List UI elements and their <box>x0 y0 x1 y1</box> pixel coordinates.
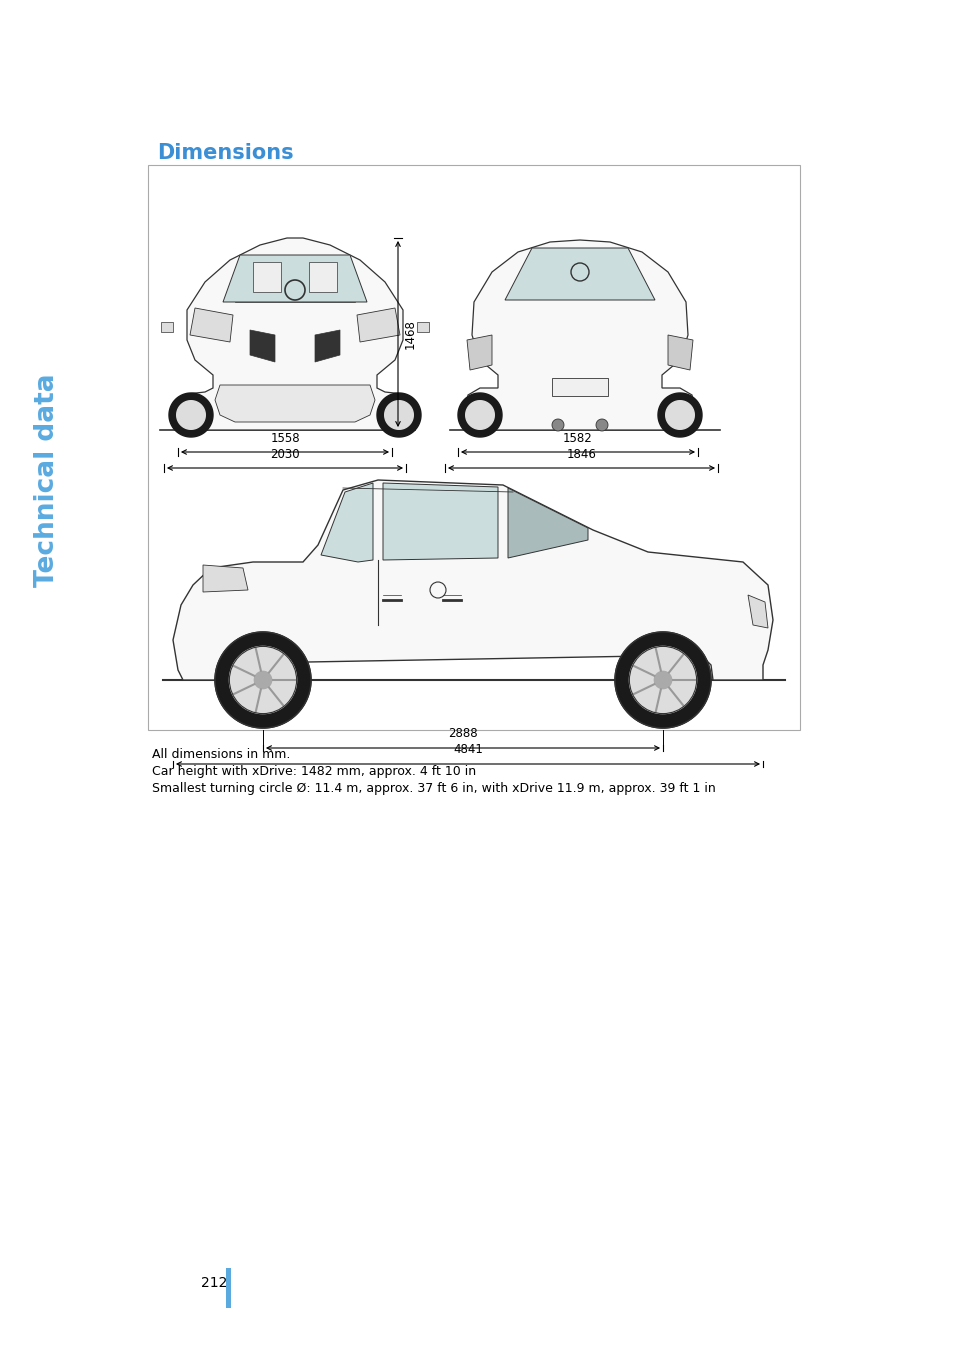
Text: 2888: 2888 <box>448 727 477 740</box>
Polygon shape <box>667 335 692 370</box>
Circle shape <box>552 419 563 431</box>
Polygon shape <box>384 401 413 430</box>
Polygon shape <box>177 238 413 430</box>
Bar <box>226 1269 231 1308</box>
Polygon shape <box>654 671 671 689</box>
Bar <box>161 322 172 332</box>
Text: 1558: 1558 <box>270 432 299 444</box>
Polygon shape <box>176 401 205 430</box>
Text: Car height with xDrive: 1482 mm, approx. 4 ft 10 in: Car height with xDrive: 1482 mm, approx.… <box>152 765 476 778</box>
Bar <box>253 262 281 292</box>
Polygon shape <box>214 385 375 422</box>
Polygon shape <box>665 401 694 430</box>
Text: 2030: 2030 <box>270 449 299 461</box>
Polygon shape <box>457 393 501 436</box>
Polygon shape <box>615 632 710 728</box>
Text: Technical data: Technical data <box>34 373 60 586</box>
Polygon shape <box>254 671 272 689</box>
Polygon shape <box>465 401 494 430</box>
Polygon shape <box>507 488 587 558</box>
Polygon shape <box>250 330 274 362</box>
Bar <box>148 165 800 730</box>
Polygon shape <box>467 335 492 370</box>
Bar <box>309 262 336 292</box>
Polygon shape <box>658 393 701 436</box>
Polygon shape <box>229 646 296 713</box>
Polygon shape <box>223 255 367 303</box>
Polygon shape <box>376 393 420 436</box>
Bar <box>416 322 429 332</box>
Polygon shape <box>169 393 213 436</box>
Text: 212: 212 <box>200 1275 227 1290</box>
Polygon shape <box>190 308 233 342</box>
Polygon shape <box>504 249 655 300</box>
Text: 1468: 1468 <box>403 319 416 349</box>
Text: Dimensions: Dimensions <box>157 143 294 163</box>
Polygon shape <box>172 480 772 680</box>
Polygon shape <box>382 484 497 561</box>
Text: 1846: 1846 <box>566 449 596 461</box>
Polygon shape <box>320 484 373 562</box>
Polygon shape <box>356 308 399 342</box>
Polygon shape <box>214 632 311 728</box>
Polygon shape <box>203 565 248 592</box>
Text: Smallest turning circle Ø: 11.4 m, approx. 37 ft 6 in, with xDrive 11.9 m, appro: Smallest turning circle Ø: 11.4 m, appro… <box>152 782 715 794</box>
Polygon shape <box>314 330 339 362</box>
Bar <box>552 378 607 396</box>
Text: 1582: 1582 <box>562 432 592 444</box>
Polygon shape <box>629 646 696 713</box>
Polygon shape <box>747 594 767 628</box>
Text: 4841: 4841 <box>453 743 482 757</box>
Text: All dimensions in mm.: All dimensions in mm. <box>152 748 290 761</box>
Polygon shape <box>464 240 695 430</box>
Circle shape <box>596 419 607 431</box>
